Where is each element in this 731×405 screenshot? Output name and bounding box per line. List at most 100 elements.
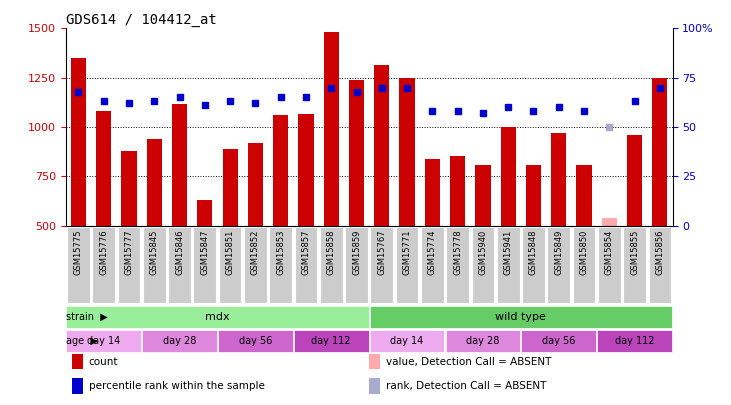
Bar (475, 164, 491, 226)
Text: strain  ▶: strain ▶ (67, 312, 108, 322)
Bar (526, 164, 541, 226)
Bar (652, 78, 667, 226)
Bar (399, 78, 414, 226)
FancyBboxPatch shape (522, 227, 545, 303)
Bar (374, 65, 390, 226)
FancyBboxPatch shape (219, 227, 241, 303)
Bar (370, 306, 672, 328)
Bar (551, 133, 567, 226)
Text: day 112: day 112 (615, 336, 654, 346)
Text: count: count (89, 357, 118, 367)
FancyBboxPatch shape (624, 227, 646, 303)
FancyBboxPatch shape (371, 227, 393, 303)
Bar (425, 159, 440, 226)
Bar (349, 80, 364, 226)
Bar (294, 330, 368, 352)
Bar (72, 354, 83, 369)
Bar (298, 114, 314, 226)
Text: day 14: day 14 (87, 336, 121, 346)
Bar (72, 378, 83, 394)
Text: GSM15854: GSM15854 (605, 230, 614, 275)
Bar (369, 354, 380, 369)
FancyBboxPatch shape (598, 227, 621, 303)
FancyBboxPatch shape (67, 227, 90, 303)
Bar (197, 200, 213, 226)
Text: percentile rank within the sample: percentile rank within the sample (89, 381, 265, 391)
Bar (501, 127, 516, 226)
Bar (521, 330, 596, 352)
Text: GDS614 / 104412_at: GDS614 / 104412_at (66, 13, 216, 27)
Text: GSM15857: GSM15857 (301, 230, 311, 275)
Bar (369, 378, 380, 394)
Bar (450, 156, 465, 226)
Bar (71, 58, 86, 226)
FancyBboxPatch shape (345, 227, 368, 303)
Bar (273, 115, 288, 226)
Bar (121, 151, 137, 226)
Text: rank, Detection Call = ABSENT: rank, Detection Call = ABSENT (386, 381, 547, 391)
Text: GSM15777: GSM15777 (124, 230, 134, 275)
Bar (627, 135, 643, 226)
Text: GSM15845: GSM15845 (150, 230, 159, 275)
Text: GSM15940: GSM15940 (478, 230, 488, 275)
FancyBboxPatch shape (421, 227, 444, 303)
Bar (248, 143, 263, 226)
Bar (597, 330, 672, 352)
FancyBboxPatch shape (168, 227, 191, 303)
Text: GSM15767: GSM15767 (377, 230, 386, 275)
FancyBboxPatch shape (244, 227, 267, 303)
Text: mdx: mdx (205, 312, 230, 322)
Bar (370, 330, 444, 352)
Text: GSM15852: GSM15852 (251, 230, 260, 275)
Text: GSM15846: GSM15846 (175, 230, 184, 275)
FancyBboxPatch shape (320, 227, 343, 303)
Text: age  ▶: age ▶ (67, 336, 98, 346)
FancyBboxPatch shape (143, 227, 166, 303)
Text: GSM15850: GSM15850 (580, 230, 588, 275)
Text: day 28: day 28 (466, 336, 499, 346)
Bar (147, 139, 162, 226)
Bar (67, 330, 141, 352)
Text: GSM15848: GSM15848 (529, 230, 538, 275)
Bar (218, 330, 293, 352)
Text: GSM15941: GSM15941 (504, 230, 512, 275)
FancyBboxPatch shape (92, 227, 115, 303)
Text: GSM15851: GSM15851 (226, 230, 235, 275)
Bar (577, 164, 591, 226)
Text: day 14: day 14 (390, 336, 424, 346)
Text: wild type: wild type (496, 312, 546, 322)
FancyBboxPatch shape (446, 227, 469, 303)
Text: GSM15778: GSM15778 (453, 230, 462, 275)
FancyBboxPatch shape (194, 227, 216, 303)
Text: day 28: day 28 (163, 336, 196, 346)
Text: value, Detection Call = ABSENT: value, Detection Call = ABSENT (386, 357, 551, 367)
Bar (67, 306, 368, 328)
Text: GSM15849: GSM15849 (554, 230, 564, 275)
Bar (445, 330, 520, 352)
FancyBboxPatch shape (395, 227, 418, 303)
Text: GSM15859: GSM15859 (352, 230, 361, 275)
FancyBboxPatch shape (118, 227, 140, 303)
Text: GSM15774: GSM15774 (428, 230, 437, 275)
Text: GSM15853: GSM15853 (276, 230, 285, 275)
Text: GSM15771: GSM15771 (403, 230, 412, 275)
FancyBboxPatch shape (572, 227, 596, 303)
Bar (172, 104, 187, 226)
FancyBboxPatch shape (295, 227, 317, 303)
Bar (324, 32, 338, 226)
Text: GSM15847: GSM15847 (200, 230, 209, 275)
Text: GSM15776: GSM15776 (99, 230, 108, 275)
FancyBboxPatch shape (471, 227, 494, 303)
Bar (142, 330, 217, 352)
FancyBboxPatch shape (548, 227, 570, 303)
Text: GSM15856: GSM15856 (656, 230, 664, 275)
FancyBboxPatch shape (497, 227, 520, 303)
Text: day 112: day 112 (311, 336, 351, 346)
FancyBboxPatch shape (269, 227, 292, 303)
Text: GSM15775: GSM15775 (74, 230, 83, 275)
Text: day 56: day 56 (542, 336, 575, 346)
Text: GSM15858: GSM15858 (327, 230, 336, 275)
Bar (602, 218, 617, 226)
Bar (96, 111, 111, 226)
Text: GSM15855: GSM15855 (630, 230, 639, 275)
